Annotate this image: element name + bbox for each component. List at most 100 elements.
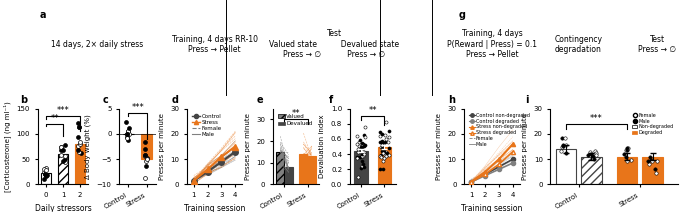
- Point: [378, 156, 389, 159]
- Point: [379, 150, 390, 153]
- Point: [55, 149, 66, 152]
- Bar: [308, 156, 316, 184]
- Point: [623, 147, 634, 150]
- Text: Training, 4 days RR-10
Press → Pellet: Training, 4 days RR-10 Press → Pellet: [171, 35, 258, 54]
- Point: [358, 142, 369, 145]
- Point: [123, 126, 134, 130]
- Point: [650, 172, 661, 175]
- Point: [38, 177, 49, 181]
- Bar: [41, 173, 51, 184]
- Y-axis label: Presses per minute: Presses per minute: [436, 113, 442, 180]
- Control: [232, 150, 240, 153]
- Point: [382, 151, 393, 154]
- Point: [38, 171, 49, 174]
- Point: [560, 151, 571, 155]
- Text: g: g: [459, 10, 466, 20]
- Legend: Control, Stress, Female, Male: Control, Stress, Female, Male: [190, 112, 224, 139]
- Point: [643, 163, 654, 166]
- Text: **: **: [292, 109, 300, 119]
- Point: [139, 141, 150, 144]
- Point: [39, 173, 50, 176]
- Point: [359, 150, 370, 153]
- Point: [384, 153, 395, 156]
- Stress: [232, 145, 240, 148]
- Point: [356, 166, 366, 169]
- Point: [359, 166, 370, 169]
- Point: [375, 130, 386, 134]
- Bar: [299, 154, 308, 184]
- Y-axis label: Presses per minute: Presses per minute: [245, 113, 251, 180]
- Bar: [581, 157, 601, 184]
- Point: [60, 158, 71, 161]
- Point: [356, 145, 367, 148]
- Y-axis label: Presses per minute: Presses per minute: [159, 113, 164, 180]
- Point: [123, 132, 134, 135]
- Point: [58, 148, 68, 152]
- Point: [356, 146, 367, 149]
- Point: [41, 175, 52, 178]
- Point: [358, 143, 369, 146]
- Point: [358, 153, 369, 156]
- Bar: [643, 157, 663, 184]
- Point: [384, 146, 395, 150]
- Point: [586, 153, 597, 156]
- Point: [353, 150, 364, 153]
- X-axis label: Daily stressors: Daily stressors: [35, 204, 91, 212]
- Bar: [556, 149, 576, 184]
- Point: [381, 137, 392, 141]
- Point: [357, 164, 368, 168]
- Point: [582, 153, 593, 156]
- Point: [379, 140, 390, 144]
- Point: [556, 149, 566, 152]
- Point: [621, 155, 632, 159]
- Stress: [190, 179, 198, 182]
- Control: [190, 179, 198, 182]
- Bar: [354, 151, 369, 184]
- Bar: [141, 134, 153, 159]
- Point: [377, 149, 388, 152]
- Point: [351, 155, 362, 159]
- Point: [375, 145, 386, 148]
- Bar: [75, 144, 85, 184]
- Point: [590, 154, 601, 157]
- Stress: [217, 155, 225, 158]
- Text: h: h: [448, 95, 455, 105]
- Point: [351, 157, 362, 160]
- Point: [57, 159, 68, 163]
- Point: [379, 150, 390, 153]
- Point: [355, 139, 366, 142]
- Point: [356, 154, 367, 158]
- Point: [140, 154, 151, 157]
- Point: [139, 176, 150, 179]
- Point: [375, 167, 386, 171]
- Point: [140, 164, 151, 167]
- Point: [560, 143, 571, 147]
- Point: [376, 132, 387, 135]
- Point: [379, 154, 390, 157]
- Point: [122, 132, 133, 135]
- Point: [643, 159, 653, 163]
- Point: [621, 146, 632, 150]
- Point: [358, 154, 369, 157]
- Point: [590, 152, 601, 155]
- Point: [375, 154, 386, 157]
- Point: [356, 150, 367, 153]
- Point: [141, 158, 152, 161]
- Point: [589, 157, 600, 161]
- Y-axis label: Δ Body weight (%): Δ Body weight (%): [85, 114, 91, 179]
- Point: [141, 159, 152, 163]
- X-axis label: Training session: Training session: [184, 204, 245, 212]
- Point: [621, 159, 632, 162]
- Point: [123, 130, 134, 133]
- Point: [357, 160, 368, 163]
- Point: [358, 144, 369, 147]
- Legend: Female, Male, Non-degraded, Degraded: Female, Male, Non-degraded, Degraded: [630, 111, 675, 137]
- Text: f: f: [329, 95, 334, 105]
- Bar: [58, 154, 68, 184]
- Line: Control: Control: [191, 149, 238, 183]
- Point: [646, 158, 657, 162]
- Point: [73, 121, 84, 124]
- Text: **: **: [51, 114, 59, 123]
- Point: [647, 159, 658, 163]
- Point: [377, 167, 388, 171]
